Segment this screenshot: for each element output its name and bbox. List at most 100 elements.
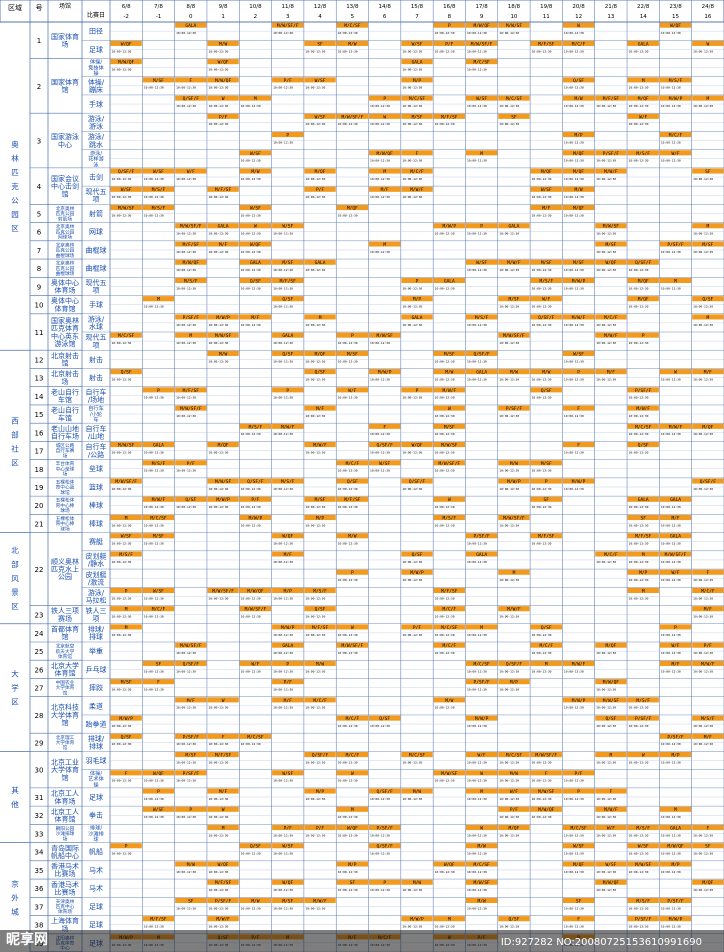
session-bar xyxy=(272,350,304,356)
session-code: M/W/P xyxy=(378,370,392,376)
sport-name: 乒乓球 xyxy=(86,665,107,674)
session-bar xyxy=(659,752,692,758)
session-time: 10:00-12:30 xyxy=(435,378,455,382)
row-number: 15 xyxy=(35,411,44,419)
session-code: M/C/F xyxy=(410,169,424,175)
session-code: W/SF xyxy=(121,187,132,193)
session-time: 10:00-12:30 xyxy=(305,906,325,910)
session-code: M/F/SF xyxy=(183,388,200,394)
session-time: 10:00-12:30 xyxy=(435,286,455,290)
session-code: W/SF xyxy=(282,224,293,230)
session-code: W/SF xyxy=(638,844,649,850)
session-bar xyxy=(465,897,498,903)
session-bar xyxy=(110,770,142,776)
session-code: W/QF xyxy=(121,41,132,47)
session-bar xyxy=(627,296,659,302)
session-code: M/S/F xyxy=(281,479,295,485)
session-time: 10:00-12:30 xyxy=(144,542,164,546)
session-code: M/F xyxy=(704,607,712,613)
session-time: 10:00-12:30 xyxy=(176,341,196,345)
session-time: 10:00-12:30 xyxy=(629,925,649,929)
session-code: M/P xyxy=(348,862,356,868)
session-bar xyxy=(272,642,304,648)
session-code: Q/SF/F xyxy=(183,96,200,102)
session-bar xyxy=(465,788,498,794)
sport-name: 手球 xyxy=(89,300,103,309)
session-time: 10:00-12:30 xyxy=(305,86,325,90)
session-bar xyxy=(336,40,369,46)
session-time: 10:00-12:30 xyxy=(208,797,228,801)
session-bar xyxy=(659,277,692,283)
session-time: 10:00-12:30 xyxy=(661,870,681,874)
session-code: M/W/SF/F xyxy=(212,588,234,594)
session-time: 10:00-12:30 xyxy=(532,669,552,673)
session-code: M/W/SF/F xyxy=(535,753,557,759)
sport-name: 足球 xyxy=(89,45,103,54)
session-code: M xyxy=(448,917,451,923)
session-bar xyxy=(304,113,336,119)
session-code: GALA xyxy=(218,224,229,230)
session-bar xyxy=(595,697,627,703)
session-bar xyxy=(110,551,142,557)
sport-name: 跆拳道 xyxy=(86,720,107,729)
header-day: 9 xyxy=(480,14,484,20)
session-code: W/F xyxy=(671,643,679,649)
session-bar xyxy=(336,752,369,758)
venue-name: 匹克公园 xyxy=(56,248,75,254)
row-number: 13 xyxy=(35,375,44,383)
session-code: M/S/F xyxy=(443,515,457,521)
session-time: 10:00-12:30 xyxy=(596,888,616,892)
session-time: 10:00-12:30 xyxy=(629,760,649,764)
session-time: 10:00-12:30 xyxy=(661,906,681,910)
session-code: Q/SF xyxy=(573,78,584,84)
session-bar xyxy=(530,496,562,502)
venue-name: 匹克公园 xyxy=(56,211,75,217)
session-bar xyxy=(659,861,692,867)
session-bar xyxy=(498,478,530,484)
venue-name: 沙滩排球 xyxy=(56,830,75,837)
session-bar xyxy=(175,259,207,265)
session-code: P/F xyxy=(284,78,292,84)
session-code: M/C/SF xyxy=(150,515,167,521)
session-code: M/W/F xyxy=(604,333,618,339)
session-time: 10:00-12:30 xyxy=(564,925,584,929)
session-code: W/QF xyxy=(218,60,229,66)
session-bar xyxy=(336,569,369,575)
session-time: 10:00-12:30 xyxy=(370,378,390,382)
session-time: 10:00-12:30 xyxy=(402,487,422,491)
session-bar xyxy=(207,916,239,922)
header-date: 15/8 xyxy=(411,4,424,10)
session-code: W/SF xyxy=(605,862,616,868)
session-time: 10:00-12:30 xyxy=(467,870,487,874)
session-code: M/W/F xyxy=(507,260,521,266)
session-bar xyxy=(207,788,239,794)
session-code: GALA xyxy=(509,224,520,230)
sport-name: /静水 xyxy=(88,559,104,568)
session-bar xyxy=(659,624,692,630)
session-time: 10:00-12:30 xyxy=(338,870,358,874)
session-time: 10:00-12:30 xyxy=(112,779,132,783)
session-time: 10:00-12:30 xyxy=(532,633,552,637)
session-bar xyxy=(627,697,659,703)
session-code: M/W/F xyxy=(507,607,521,613)
session-time: 10:00-12:30 xyxy=(564,140,584,144)
sport-name: 铁人三 xyxy=(86,606,107,615)
session-time: 10:00-12:30 xyxy=(661,742,681,746)
venue-name: 馆 xyxy=(62,189,69,198)
session-time: 10:00-12:30 xyxy=(596,651,616,655)
session-time: 10:00-12:30 xyxy=(564,378,584,382)
session-bar xyxy=(627,496,659,502)
session-bar xyxy=(530,277,562,283)
session-bar xyxy=(142,770,175,776)
session-bar xyxy=(175,697,207,703)
session-time: 10:00-12:30 xyxy=(532,487,552,491)
session-bar xyxy=(175,897,207,903)
venue-name: 中心 xyxy=(58,140,72,149)
venue-name: 馆 xyxy=(62,773,69,782)
session-code: M/W/P xyxy=(572,278,586,284)
session-time: 10:00-12:30 xyxy=(629,596,649,600)
session-bar xyxy=(659,95,692,101)
session-code: F xyxy=(706,825,709,831)
session-time: 10:00-12:30 xyxy=(661,378,681,382)
session-bar xyxy=(239,277,272,283)
